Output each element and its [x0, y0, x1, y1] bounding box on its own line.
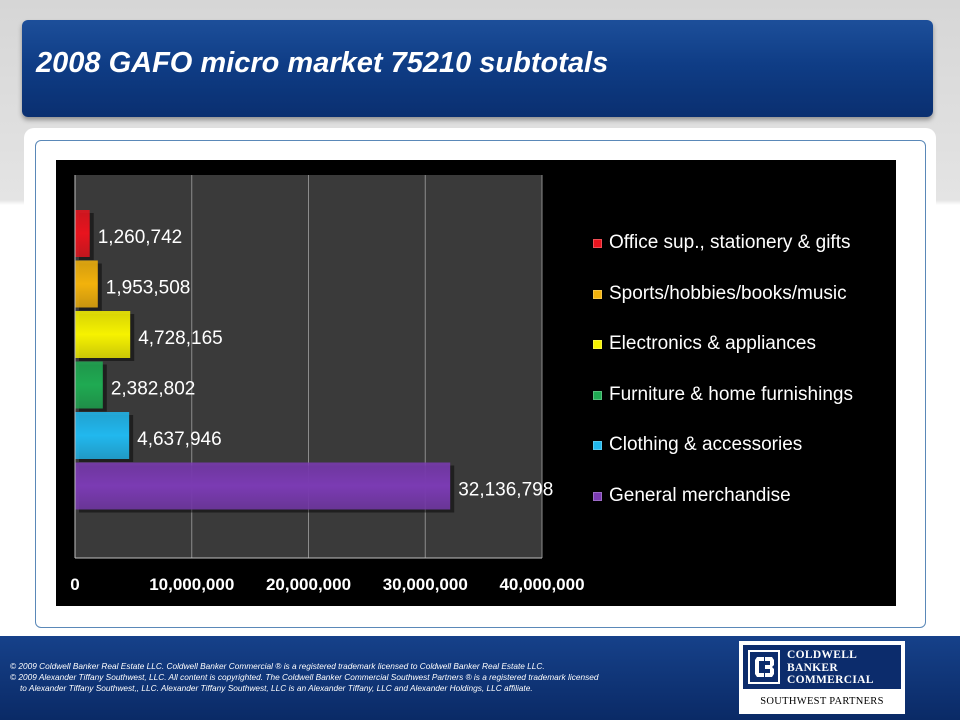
- legend-label: Furniture & home furnishings: [609, 383, 853, 405]
- footer-line-2: © 2009 Alexander Tiffany Southwest, LLC.…: [10, 672, 599, 682]
- data-label: 2,382,802: [111, 379, 196, 400]
- title-bar: 2008 GAFO micro market 75210 subtotals: [22, 20, 933, 117]
- data-label: 1,260,742: [98, 227, 183, 248]
- logo-line-1: COLDWELL: [787, 649, 858, 661]
- x-tick-label: 10,000,000: [149, 575, 234, 594]
- bar: [75, 311, 131, 358]
- legend-label: Office sup., stationery & gifts: [609, 232, 851, 253]
- bar: [75, 260, 98, 308]
- legend-swatch: [593, 390, 602, 400]
- footer-line-1: © 2009 Coldwell Banker Real Estate LLC. …: [10, 661, 545, 671]
- coldwell-banker-mark-icon: [748, 650, 780, 684]
- x-tick-label: 20,000,000: [266, 575, 351, 594]
- x-tick-label: 30,000,000: [383, 575, 468, 594]
- logo-line-2: BANKER: [787, 661, 839, 674]
- data-label: 1,953,508: [106, 278, 191, 299]
- company-logo: COLDWELL BANKER COMMERCIAL SOUTHWEST PAR…: [739, 641, 905, 714]
- legend-swatch: [593, 492, 602, 501]
- logo-wordmark: COLDWELL BANKER COMMERCIAL: [787, 649, 874, 687]
- bar: [75, 361, 103, 409]
- bar: [75, 412, 130, 459]
- bar: [75, 210, 90, 257]
- legend-swatch: [593, 340, 602, 350]
- legend-label: Clothing & accessories: [609, 434, 803, 456]
- x-tick-label: 40,000,000: [499, 575, 584, 594]
- chart-area: 1,260,742 1,953,508 4,728,165 2,382,802 4,63…: [56, 160, 896, 606]
- legend-swatch: [593, 441, 602, 451]
- x-tick-label: 0: [70, 575, 79, 594]
- legend-label: Electronics & appliances: [609, 333, 816, 355]
- data-label: 32,136,798: [458, 480, 553, 501]
- data-label: 4,637,946: [137, 429, 222, 450]
- footer-line-3: to Alexander Tiffany Southwest,, LLC. Al…: [20, 683, 533, 693]
- legend-swatch: [593, 239, 602, 248]
- logo-subtitle: SOUTHWEST PARTNERS: [760, 696, 884, 707]
- legend-label: General merchandise: [609, 485, 791, 506]
- legend-swatch: [593, 289, 602, 299]
- legend-label: Sports/hobbies/books/music: [609, 282, 847, 304]
- footer-copyright: © 2009 Coldwell Banker Real Estate LLC. …: [10, 661, 735, 694]
- logo-box: COLDWELL BANKER COMMERCIAL: [742, 644, 902, 690]
- data-label: 4,728,165: [138, 328, 223, 349]
- bar: [75, 462, 451, 510]
- logo-line-3: COMMERCIAL: [787, 674, 874, 686]
- bar-chart: 1,260,742 1,953,508 4,728,165 2,382,802 4,63…: [70, 175, 585, 594]
- slide-title: 2008 GAFO micro market 75210 subtotals: [36, 47, 609, 79]
